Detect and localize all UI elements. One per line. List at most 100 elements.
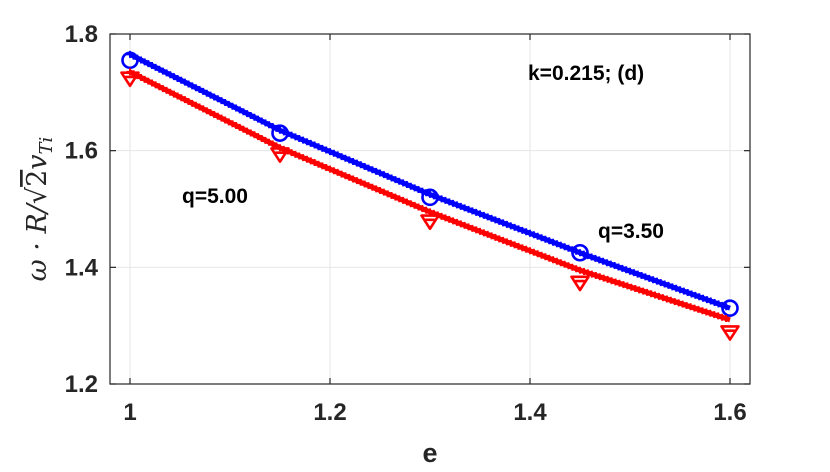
x-tick-label: 1.6: [713, 399, 746, 426]
triangle-down-marker: [720, 325, 740, 341]
plus-marker: [214, 112, 222, 120]
plus-marker: [152, 81, 160, 89]
plus-marker: [206, 91, 214, 99]
plus-marker: [626, 267, 634, 275]
plus-marker: [163, 69, 171, 77]
plus-marker: [722, 315, 730, 323]
plus-marker: [357, 161, 365, 169]
plus-marker: [643, 288, 651, 296]
plus-marker: [491, 216, 499, 224]
plus-marker: [441, 214, 449, 222]
plus-marker: [388, 191, 396, 199]
plus-marker: [592, 271, 600, 279]
plus-marker: [453, 201, 461, 209]
plus-marker: [600, 274, 608, 282]
plus-marker: [480, 211, 488, 219]
plus-marker: [449, 217, 457, 225]
plus-marker: [291, 133, 299, 141]
plus-marker: [568, 263, 576, 271]
plus-marker: [638, 271, 646, 279]
plus-marker: [645, 274, 653, 282]
plus-marker: [564, 244, 572, 252]
plus-marker: [491, 233, 499, 241]
plus-marker: [192, 84, 200, 92]
plus-marker: [141, 58, 149, 66]
plus-marker: [695, 293, 703, 301]
plus-marker: [683, 301, 691, 309]
plus-marker: [680, 287, 688, 295]
plus-marker: [639, 287, 647, 295]
plus-marker: [627, 283, 635, 291]
plus-marker: [163, 86, 171, 94]
plus-marker: [619, 281, 627, 289]
plus-marker: [334, 151, 342, 159]
plus-marker: [311, 141, 319, 149]
plus-marker: [148, 79, 156, 87]
plus-marker: [299, 154, 307, 162]
plus-marker: [137, 73, 145, 81]
plus-marker: [623, 282, 631, 290]
plus-marker: [699, 294, 707, 302]
plus-marker: [541, 235, 549, 243]
plus-marker: [258, 117, 266, 125]
plus-marker: [468, 224, 476, 232]
circle-marker: [571, 243, 589, 262]
annotation-k: k=0.215; (d): [528, 62, 644, 85]
plus-marker: [159, 67, 167, 75]
plus-marker: [615, 279, 623, 287]
plus-marker: [261, 119, 269, 127]
plus-marker: [604, 275, 612, 283]
plus-marker: [418, 205, 426, 213]
plus-marker: [661, 280, 669, 288]
plus-marker: [357, 178, 365, 186]
plus-marker: [622, 266, 630, 274]
plus-marker: [545, 237, 553, 245]
plus-marker: [507, 222, 515, 230]
x-tick-label: 1: [123, 399, 136, 426]
plus-marker: [338, 170, 346, 178]
plus-marker: [690, 304, 698, 312]
plus-marker: [368, 166, 376, 174]
series-0: [121, 50, 739, 317]
plus-marker: [707, 297, 715, 305]
plus-marker: [608, 277, 616, 285]
plus-marker: [495, 235, 503, 243]
plus-marker: [667, 296, 675, 304]
plus-marker: [322, 146, 330, 154]
plus-marker: [549, 238, 557, 246]
plus-marker: [653, 277, 661, 285]
plus-marker: [391, 176, 399, 184]
plus-marker: [269, 140, 277, 148]
plus-marker: [391, 193, 399, 201]
plus-marker: [261, 136, 269, 144]
y-tick-label: 1.4: [65, 254, 99, 281]
plus-marker: [411, 184, 419, 192]
plus-marker: [426, 190, 434, 198]
plus-marker: [649, 276, 657, 284]
plus-marker: [561, 243, 569, 251]
plus-marker: [657, 279, 665, 287]
svg-text:ω · R/√2vTi: ω · R/√2vTi: [22, 137, 57, 282]
plus-marker: [250, 131, 258, 139]
plus-marker: [196, 86, 204, 94]
plus-marker: [349, 175, 357, 183]
plus-marker: [236, 123, 244, 131]
plus-marker: [384, 172, 392, 180]
plus-marker: [588, 270, 596, 278]
plus-marker: [341, 154, 349, 162]
plus-marker: [449, 199, 457, 207]
plus-marker: [703, 296, 711, 304]
plus-marker: [453, 218, 461, 226]
plus-marker: [170, 90, 178, 98]
series-1: [120, 68, 740, 341]
plus-marker: [232, 122, 240, 130]
plus-marker: [225, 100, 233, 108]
plus-marker: [399, 179, 407, 187]
plus-marker: [445, 215, 453, 223]
plus-marker: [659, 294, 667, 302]
plus-marker: [634, 270, 642, 278]
plus-marker: [295, 152, 303, 160]
plus-marker: [534, 232, 542, 240]
y-tick-label: 1.2: [65, 371, 98, 398]
plus-marker: [221, 99, 229, 107]
